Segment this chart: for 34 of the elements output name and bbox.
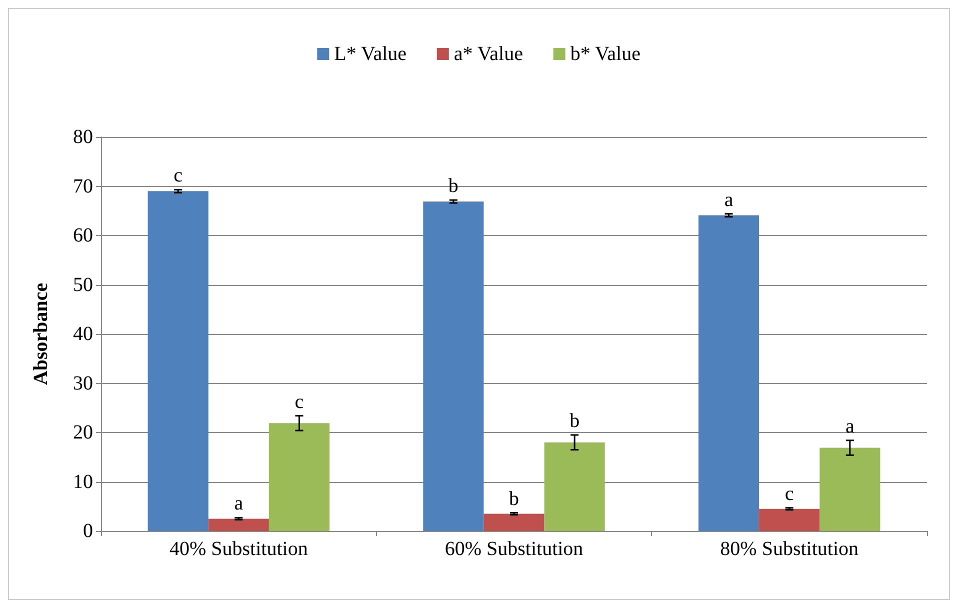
y-tick-label: 30 bbox=[73, 372, 93, 394]
x-tick-label: 80% Substitution bbox=[720, 538, 859, 560]
legend-label: b* Value bbox=[570, 43, 641, 65]
y-tick-label: 10 bbox=[73, 470, 93, 493]
legend-label: L* Value bbox=[334, 43, 407, 65]
bar bbox=[820, 448, 880, 531]
data-label: c bbox=[784, 482, 794, 505]
bar bbox=[423, 202, 484, 531]
y-tick-label: 40 bbox=[73, 323, 93, 345]
y-tick-label: 0 bbox=[83, 520, 93, 542]
bar bbox=[268, 423, 330, 531]
x-tick-label: 60% Substitution bbox=[444, 538, 584, 560]
x-tick-label: 40% Substitution bbox=[169, 538, 308, 560]
data-label: c bbox=[294, 390, 304, 413]
data-label: a bbox=[234, 492, 244, 515]
data-label: b bbox=[448, 175, 458, 198]
data-label: b bbox=[509, 488, 519, 510]
y-axis-title: Absorbance bbox=[30, 282, 52, 386]
bar bbox=[698, 215, 760, 531]
y-tick-label: 80 bbox=[73, 126, 93, 148]
y-tick-label: 50 bbox=[73, 274, 93, 296]
bar bbox=[544, 442, 605, 531]
y-tick-label: 20 bbox=[73, 422, 93, 444]
y-tick-label: 60 bbox=[73, 224, 93, 246]
data-label: c bbox=[174, 164, 183, 187]
data-label: a bbox=[724, 188, 734, 211]
bar bbox=[484, 514, 544, 531]
legend-label: a* Value bbox=[454, 43, 524, 65]
bar bbox=[148, 191, 208, 531]
data-label: a bbox=[845, 415, 854, 438]
data-label: b bbox=[570, 410, 580, 432]
bar bbox=[208, 518, 269, 531]
bar bbox=[759, 508, 820, 531]
y-tick-label: 70 bbox=[73, 175, 93, 198]
